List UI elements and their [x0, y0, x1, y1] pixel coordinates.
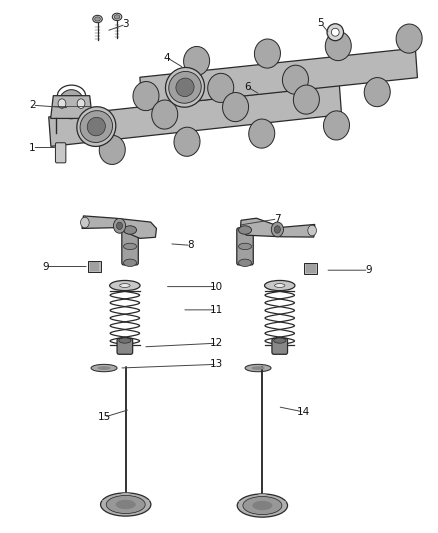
Text: 9: 9: [365, 265, 372, 275]
Ellipse shape: [275, 284, 285, 287]
Text: 1: 1: [29, 142, 36, 152]
Ellipse shape: [265, 280, 295, 290]
Ellipse shape: [124, 243, 137, 249]
Ellipse shape: [243, 497, 282, 514]
Circle shape: [274, 226, 280, 233]
Text: 12: 12: [210, 338, 223, 348]
Text: 7: 7: [274, 214, 281, 224]
Ellipse shape: [80, 111, 113, 142]
Ellipse shape: [245, 365, 271, 372]
Ellipse shape: [106, 496, 145, 513]
Ellipse shape: [324, 111, 350, 140]
Ellipse shape: [239, 259, 251, 266]
Ellipse shape: [223, 93, 248, 122]
Ellipse shape: [152, 100, 178, 129]
Text: 8: 8: [187, 240, 194, 251]
Ellipse shape: [396, 24, 422, 53]
Ellipse shape: [174, 127, 200, 156]
Polygon shape: [237, 494, 287, 502]
Text: 13: 13: [210, 359, 223, 369]
Ellipse shape: [169, 71, 201, 103]
FancyBboxPatch shape: [122, 228, 138, 265]
Ellipse shape: [116, 500, 136, 509]
Bar: [88, 261, 101, 272]
Text: 6: 6: [244, 82, 251, 92]
Ellipse shape: [87, 117, 106, 136]
Text: 5: 5: [318, 18, 324, 28]
FancyBboxPatch shape: [272, 338, 287, 354]
Ellipse shape: [133, 82, 159, 111]
Ellipse shape: [184, 46, 210, 76]
Ellipse shape: [283, 65, 308, 94]
Ellipse shape: [293, 85, 319, 114]
FancyBboxPatch shape: [117, 338, 133, 354]
Ellipse shape: [91, 365, 117, 372]
Ellipse shape: [98, 366, 110, 370]
Ellipse shape: [124, 226, 137, 234]
Ellipse shape: [124, 259, 137, 266]
Ellipse shape: [93, 15, 102, 23]
Bar: [90, 262, 99, 271]
Ellipse shape: [239, 243, 251, 249]
Ellipse shape: [237, 494, 287, 517]
Polygon shape: [49, 85, 342, 147]
Polygon shape: [51, 96, 92, 118]
Ellipse shape: [166, 68, 205, 107]
Circle shape: [77, 99, 85, 108]
Ellipse shape: [120, 284, 130, 287]
Ellipse shape: [176, 78, 194, 96]
Text: 9: 9: [42, 262, 49, 271]
Ellipse shape: [58, 90, 84, 119]
Ellipse shape: [114, 15, 120, 19]
FancyBboxPatch shape: [237, 228, 253, 265]
Ellipse shape: [119, 338, 131, 343]
Text: 2: 2: [29, 100, 36, 110]
Circle shape: [113, 219, 126, 233]
Circle shape: [117, 222, 123, 230]
Polygon shape: [240, 218, 315, 237]
Circle shape: [308, 225, 317, 236]
Text: 15: 15: [97, 412, 111, 422]
Ellipse shape: [239, 226, 251, 234]
Ellipse shape: [77, 107, 116, 147]
Circle shape: [81, 217, 89, 228]
Ellipse shape: [110, 280, 140, 290]
Ellipse shape: [327, 24, 343, 41]
Text: 11: 11: [210, 305, 223, 315]
Polygon shape: [140, 48, 417, 107]
Ellipse shape: [208, 74, 234, 102]
Text: 3: 3: [122, 19, 129, 29]
Ellipse shape: [325, 31, 351, 61]
Circle shape: [58, 99, 66, 108]
Text: 4: 4: [164, 53, 170, 62]
Ellipse shape: [254, 39, 280, 68]
Ellipse shape: [251, 366, 265, 370]
FancyBboxPatch shape: [56, 143, 66, 163]
Ellipse shape: [101, 493, 151, 516]
Ellipse shape: [99, 135, 125, 165]
Ellipse shape: [112, 13, 122, 21]
Ellipse shape: [274, 338, 286, 343]
Ellipse shape: [95, 17, 100, 21]
Text: 10: 10: [210, 281, 223, 292]
Ellipse shape: [364, 78, 390, 107]
Ellipse shape: [252, 501, 272, 510]
Circle shape: [271, 222, 283, 237]
Polygon shape: [82, 216, 156, 238]
Ellipse shape: [249, 119, 275, 148]
Ellipse shape: [332, 28, 339, 36]
Polygon shape: [101, 493, 151, 501]
Bar: [304, 263, 318, 274]
Bar: [306, 264, 316, 273]
Text: 14: 14: [297, 407, 310, 417]
